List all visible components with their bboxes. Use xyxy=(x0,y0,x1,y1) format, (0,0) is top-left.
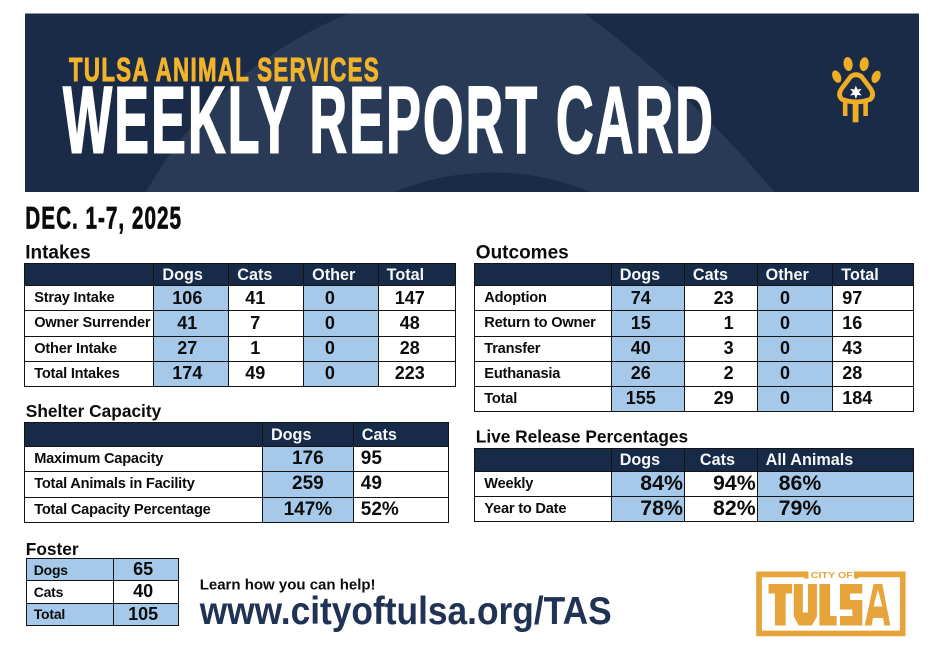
svg-text:Learn how you can help!: Learn how you can help! xyxy=(200,577,376,594)
svg-text:WEEKLY REPORT CARD: WEEKLY REPORT CARD xyxy=(63,68,715,174)
svg-text:Shelter Capacity: Shelter Capacity xyxy=(26,401,162,421)
svg-text:Live Release Percentages: Live Release Percentages xyxy=(476,426,688,446)
svg-text:TULSA ANIMAL SERVICES: TULSA ANIMAL SERVICES xyxy=(69,52,380,89)
svg-text:CITY OF: CITY OF xyxy=(811,571,854,580)
svg-text:www.cityoftulsa.org/TAS: www.cityoftulsa.org/TAS xyxy=(199,590,612,633)
svg-text:DEC. 1-7, 2025: DEC. 1-7, 2025 xyxy=(25,200,182,235)
svg-text:Foster: Foster xyxy=(26,539,79,559)
svg-text:Outcomes: Outcomes xyxy=(476,242,569,263)
svg-text:Intakes: Intakes xyxy=(25,242,90,263)
